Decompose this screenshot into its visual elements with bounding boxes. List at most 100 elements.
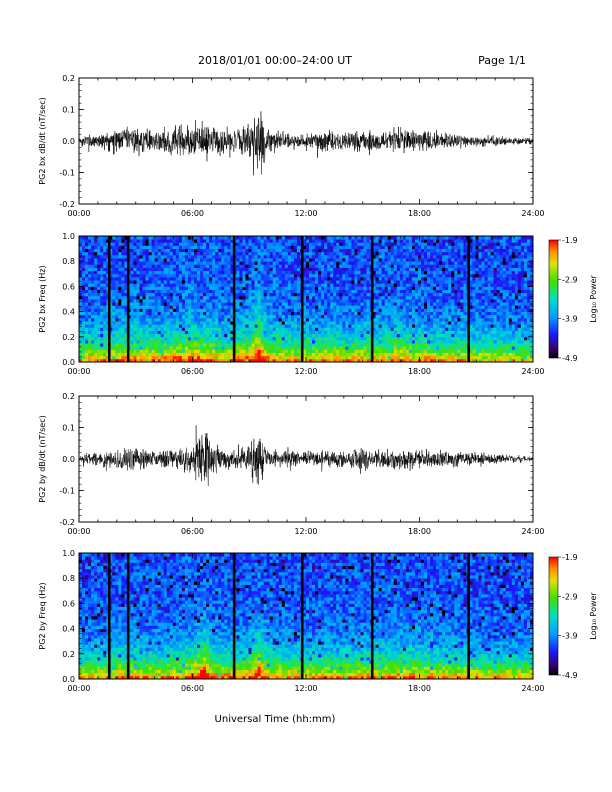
bx_spectrogram-cell [366, 311, 370, 316]
bx_spectrogram-cell [263, 242, 268, 246]
bx_spectrogram-cell [302, 308, 307, 312]
bx_spectrogram-cell [302, 352, 307, 357]
bx_spectrogram-cell [302, 267, 307, 272]
bx_spectrogram-cell [330, 295, 334, 300]
bx_spectrogram-cell [381, 254, 386, 259]
bx_spectrogram-cell [345, 311, 349, 316]
bx_spectrogram-cell [109, 286, 113, 290]
bx_spectrogram-cell [184, 308, 189, 312]
bx_spectrogram-cell [184, 324, 189, 328]
bx_spectrogram-cell [133, 317, 137, 322]
bx_spectrogram-cell [121, 292, 125, 297]
bx_spectrogram-cell [115, 336, 119, 341]
bx_spectrogram-cell [360, 283, 364, 287]
bx_spectrogram-cell [239, 236, 243, 240]
bx_spectrogram-cell [133, 311, 137, 316]
bx_spectrogram-cell [336, 283, 340, 287]
bx_spectrogram-cell [139, 239, 143, 243]
bx_spectrogram-cell [381, 239, 386, 243]
bx_spectrogram-cell [151, 333, 156, 338]
bx_spectrogram-cell [272, 242, 277, 246]
bx_spectrogram-cell [333, 258, 337, 262]
bx_spectrogram-cell [139, 352, 143, 357]
bx_spectrogram-cell [230, 248, 234, 253]
bx_spectrogram-cell [151, 349, 156, 353]
bx_spectrogram-cell [248, 267, 252, 272]
bx_spectrogram-cell [251, 317, 255, 322]
bx_spectrogram-cell [399, 286, 404, 290]
bx_spectrogram-cell [266, 314, 271, 319]
bx_spectrogram-cell [402, 352, 407, 357]
bx_spectrogram-cell [230, 333, 234, 338]
bx_spectrogram-cell [366, 339, 370, 344]
bx_spectrogram-cell [106, 239, 110, 243]
bx_spectrogram-cell [405, 270, 410, 275]
bx_spectrogram-cell [209, 251, 213, 256]
bx_spectrogram-cell [142, 289, 146, 294]
bx_spectrogram-cell [154, 299, 159, 303]
bx_spectrogram-cell [203, 254, 207, 259]
bx_spectrogram-cell [209, 311, 213, 316]
bx_spectrogram-cell [251, 327, 255, 331]
bx_spectrogram-cell [136, 236, 140, 240]
bx_spectrogram-cell [342, 245, 346, 249]
bx_spectrogram-cell [266, 283, 271, 287]
bx_spectrogram-cell [281, 258, 286, 262]
bx_spectrogram-cell [266, 339, 271, 344]
bx_spectrogram-cell [430, 324, 434, 328]
bx_spectrogram-cell [200, 346, 204, 350]
bx_spectrogram-cell [330, 346, 334, 350]
bx_spectrogram-cell [372, 311, 377, 316]
bx_spectrogram-cell [187, 245, 192, 249]
bx_spectrogram-cell [339, 295, 343, 300]
bx_spectrogram-cell [287, 299, 292, 303]
bx_spectrogram-cell [166, 330, 171, 335]
bx_spectrogram-cell [372, 333, 377, 338]
bx_spectrogram-cell [163, 327, 168, 331]
bx_spectrogram-cell [160, 245, 165, 249]
bx_spectrogram-cell [427, 261, 431, 265]
bx_spectrogram-cell [411, 336, 416, 341]
bx_spectrogram-cell [88, 236, 92, 240]
bx_spectrogram-cell [312, 327, 316, 331]
bx_spectrogram-cell [333, 276, 337, 281]
bx_spectrogram-cell [239, 276, 243, 281]
bx_spectrogram-cell [224, 295, 228, 300]
bx_spectrogram-cell [181, 343, 186, 347]
bx_spectrogram-cell [82, 245, 86, 249]
bx_spectrogram-cell [363, 330, 367, 335]
bx_spectrogram-cell [272, 245, 277, 249]
bx_spectrogram-cell [121, 321, 125, 325]
bx_spectrogram-cell [309, 317, 313, 322]
bx_spectrogram-cell [251, 305, 255, 309]
bx_spectrogram-cell [109, 270, 113, 275]
bx_spectrogram-cell [405, 311, 410, 316]
bx_spectrogram-cell [442, 248, 446, 253]
bx_spectrogram-cell [284, 302, 289, 306]
bx_spectrogram-cell [393, 248, 398, 253]
bx_spectrogram-cell [130, 267, 134, 272]
bx_spectrogram-cell [290, 321, 295, 325]
bx_spectrogram-cell [402, 314, 407, 319]
bx_spectrogram-cell [163, 355, 168, 360]
bx_spectrogram-cell [433, 358, 437, 363]
bx_spectrogram-cell [215, 317, 219, 322]
bx_spectrogram-cell [218, 346, 222, 350]
bx_spectrogram-cell [194, 339, 198, 344]
bx_spectrogram-cell [142, 292, 146, 297]
bx_spectrogram-cell [360, 346, 364, 350]
bx_spectrogram-cell [336, 236, 340, 240]
bx_spectrogram-cell [260, 236, 265, 240]
bx_spectrogram-cell [309, 327, 313, 331]
bx_spectrogram-cell [393, 330, 398, 335]
bx_spectrogram-cell [302, 355, 307, 360]
bx_spectrogram-cell [103, 299, 107, 303]
bx_spectrogram-cell [445, 295, 449, 300]
bx_spectrogram-cell [242, 299, 246, 303]
bx_spectrogram-cell [139, 286, 143, 290]
bx_spectrogram-cell [79, 273, 83, 278]
bx_spectrogram-cell [381, 305, 386, 309]
bx_spectrogram-cell [94, 333, 98, 338]
bx_spectrogram-cell [375, 283, 380, 287]
bx_spectrogram-cell [439, 299, 443, 303]
